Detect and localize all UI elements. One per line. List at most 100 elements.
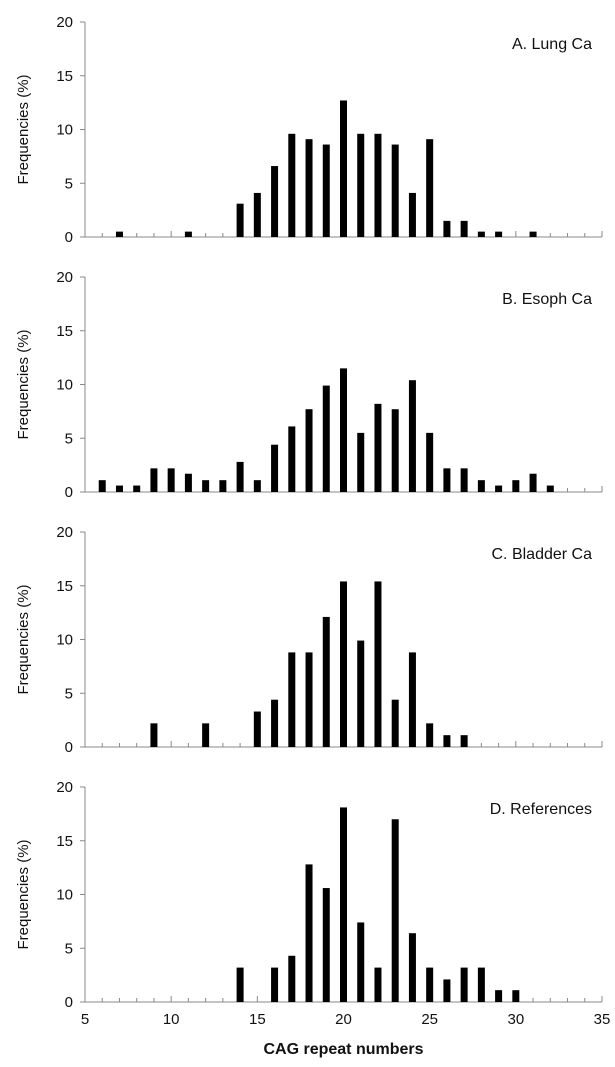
bar-19 <box>322 385 330 492</box>
bar-27 <box>460 967 468 1002</box>
y-tick-label: 15 <box>56 578 73 595</box>
y-tick-label: 10 <box>56 377 73 394</box>
x-tick-label: 20 <box>335 1011 352 1028</box>
bar-16 <box>271 967 279 1002</box>
bar-25 <box>426 723 434 747</box>
bar-23 <box>391 699 399 747</box>
bar-22 <box>374 581 382 747</box>
bar-23 <box>391 819 399 1002</box>
y-tick-label: 20 <box>56 269 73 286</box>
bar-18 <box>305 652 313 747</box>
bar-14 <box>236 203 244 237</box>
panel-title: B. Esoph Ca <box>502 291 592 308</box>
bar-14 <box>236 967 244 1002</box>
bar-15 <box>253 711 261 747</box>
bar-32 <box>546 485 554 492</box>
bar-8 <box>133 485 141 492</box>
y-tick-label: 5 <box>65 940 73 957</box>
y-axis-label: Frequencies (%) <box>15 329 32 439</box>
bar-17 <box>288 955 296 1002</box>
y-tick-label: 0 <box>65 484 73 501</box>
bar-28 <box>477 480 485 492</box>
bar-21 <box>357 133 365 237</box>
bar-27 <box>460 735 468 747</box>
bar-6 <box>98 480 106 492</box>
bar-31 <box>529 473 537 492</box>
bar-9 <box>150 723 158 747</box>
bar-17 <box>288 426 296 492</box>
y-tick-label: 0 <box>65 229 73 246</box>
bar-12 <box>202 480 210 492</box>
bar-23 <box>391 409 399 492</box>
bar-29 <box>495 231 503 237</box>
bar-30 <box>512 990 520 1002</box>
bar-20 <box>340 807 347 1002</box>
bar-25 <box>426 432 434 492</box>
chart-panel-3: 0 5 10 15 20 C. Bladder Ca Frequencies (%) <box>15 524 603 756</box>
y-tick-label: 10 <box>56 122 73 139</box>
panel-title: A. Lung Ca <box>512 36 592 53</box>
x-axis-label: CAG repeat numbers <box>263 1041 423 1058</box>
bar-22 <box>374 967 382 1002</box>
bar-11 <box>184 231 192 237</box>
y-tick-label: 15 <box>56 323 73 340</box>
bar-27 <box>460 220 468 237</box>
bar-21 <box>357 922 365 1002</box>
bar-26 <box>443 735 451 747</box>
bar-20 <box>340 581 347 747</box>
bar-15 <box>253 480 261 492</box>
bar-21 <box>357 640 365 747</box>
x-tick-label: 35 <box>594 1011 611 1028</box>
x-tick-label: 25 <box>421 1011 438 1028</box>
bar-25 <box>426 967 434 1002</box>
bar-9 <box>150 468 158 492</box>
bar-19 <box>322 144 330 237</box>
x-tick-label: 10 <box>163 1011 180 1028</box>
bar-13 <box>219 480 227 492</box>
bar-29 <box>495 990 503 1002</box>
y-tick-label: 15 <box>56 68 73 85</box>
bar-22 <box>374 133 382 237</box>
y-tick-label: 20 <box>56 14 73 31</box>
y-tick-label: 20 <box>56 779 73 796</box>
y-axis-label: Frequencies (%) <box>15 839 32 949</box>
bar-20 <box>340 368 347 492</box>
bar-18 <box>305 409 313 492</box>
bar-19 <box>322 888 330 1002</box>
y-axis-label: Frequencies (%) <box>15 584 32 694</box>
x-tick-label: 15 <box>249 1011 266 1028</box>
bar-28 <box>477 231 485 237</box>
panel-title: C. Bladder Ca <box>492 546 593 563</box>
bar-10 <box>167 468 175 492</box>
chart-panel-1: 0 5 10 15 20 A. Lung Ca Frequencies (%) <box>15 14 603 246</box>
bar-29 <box>495 485 503 492</box>
bar-24 <box>408 652 416 747</box>
bar-23 <box>391 144 399 237</box>
bar-26 <box>443 468 451 492</box>
bar-16 <box>271 166 279 237</box>
bar-16 <box>271 699 279 747</box>
bar-20 <box>340 100 347 237</box>
bar-31 <box>529 231 537 237</box>
bar-19 <box>322 616 330 747</box>
bar-7 <box>115 485 123 492</box>
bar-7 <box>115 231 123 237</box>
bar-12 <box>202 723 210 747</box>
bar-25 <box>426 139 434 237</box>
y-tick-label: 10 <box>56 887 73 904</box>
bar-17 <box>288 652 296 747</box>
bar-18 <box>305 139 313 237</box>
bar-28 <box>477 967 485 1002</box>
bar-24 <box>408 192 416 237</box>
x-tick-label: 30 <box>507 1011 524 1028</box>
bar-27 <box>460 468 468 492</box>
y-tick-label: 10 <box>56 632 73 649</box>
panel-title: D. References <box>490 801 592 818</box>
bar-26 <box>443 979 451 1002</box>
bar-26 <box>443 220 451 237</box>
y-tick-label: 5 <box>65 685 73 702</box>
y-tick-label: 5 <box>65 175 73 192</box>
chart-panel-2: 0 5 10 15 20 B. Esoph Ca Frequencies (%) <box>15 269 603 501</box>
